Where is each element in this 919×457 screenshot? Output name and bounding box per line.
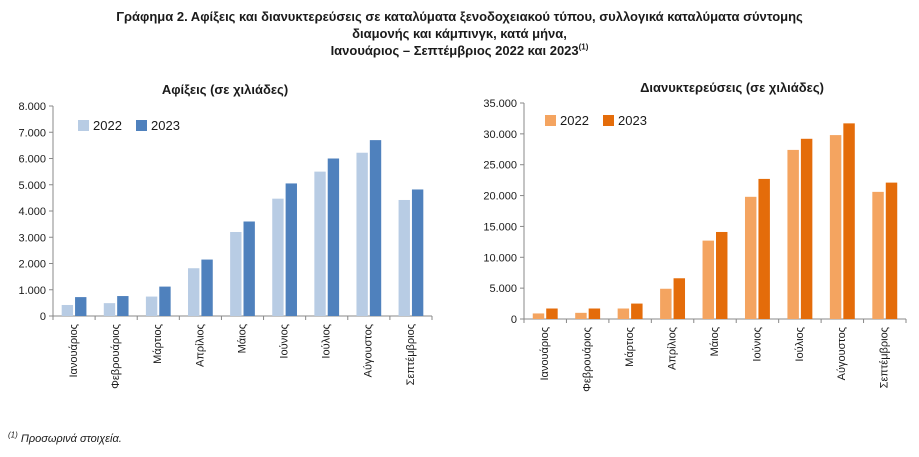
bar-2022 [314,171,326,316]
figure-title-line2: διαμονής και κάμπινγκ, κατά μήνα, [352,26,567,41]
bar-2022 [829,135,842,319]
legend-label: 2023 [151,118,180,133]
x-tick-label: Μάιος [709,327,721,356]
bar-2023 [588,308,601,319]
legend-label: 2023 [618,113,647,128]
bar-2022 [702,240,714,319]
bar-2022 [188,268,200,316]
x-tick-label: Μάρτιος [624,327,636,367]
y-tick-label: 1.000 [18,285,46,297]
bar-2022 [272,198,284,316]
y-tick-label: 6.000 [18,154,46,166]
bar-2022 [744,196,757,319]
bar-2023 [885,182,898,319]
x-tick-label: Σεπτέμβριος [879,327,891,388]
bar-2023 [758,178,770,319]
x-tick-label: Αύγουστος [836,327,848,380]
bar-2023 [546,308,558,319]
bar-2022 [787,149,799,319]
legend-swatch [78,120,89,131]
bar-2022 [575,312,587,319]
bar-2023 [369,140,382,316]
legend-swatch [545,115,556,126]
y-tick-label: 0 [40,311,46,323]
chart-title: Διανυκτερεύσεις (σε χιλιάδες) [640,80,824,95]
x-tick-label: Φεβρουάριος [110,324,122,389]
y-tick-label: 30.000 [483,129,517,141]
bar-2023 [843,123,855,319]
bar-2022 [103,303,116,316]
arrivals-chart-panel: Αφίξεις (σε χιλιάδες) 0 1.000 2.000 3.000 4.0… [0,76,460,421]
bar-2023 [201,259,213,316]
legend-label: 2022 [93,118,122,133]
legend-swatch [136,120,147,131]
y-tick-label: 10.000 [483,252,517,264]
y-tick-label: 0 [511,314,517,326]
x-tick-label: Σεπτέμβριος [405,324,417,385]
bar-2023 [117,296,129,316]
x-tick-label: Μάιος [236,324,248,353]
figure-title-footnote-marker: (1) [578,42,589,52]
bar-2022 [230,232,242,316]
bar-2023 [159,286,171,316]
bar-2023 [673,278,686,319]
bar-2022 [398,199,410,316]
x-tick-label: Απρίλιος [194,324,206,367]
footnote: (1) Προσωρινά στοιχεία. [8,430,122,445]
x-tick-label: Ιανουάριος [68,324,80,378]
bar-2022 [660,288,672,319]
y-tick-label: 5.000 [18,180,46,192]
bar-2023 [631,303,643,319]
x-tick-label: Ιούλιος [321,324,333,359]
x-tick-label: Ιανουάριος [539,327,551,381]
bar-2022 [532,313,545,319]
overnight-stays-chart: Διανυκτερεύσεις (σε χιλιάδες) 0 5.000 10.00… [483,80,907,392]
figure-title-line1: Γράφημα 2. Αφίξεις και διανυκτερεύσεις σ… [116,9,803,24]
x-tick-label: Ιούλιος [794,327,806,362]
bar-2023 [243,221,255,316]
bar-2022 [61,304,74,316]
x-tick-label: Ιούνιος [279,324,291,359]
y-tick-label: 20.000 [483,191,517,203]
overnight-stays-chart-panel: Διανυκτερεύσεις (σε χιλιάδες) 0 5.000 10.00… [460,76,919,421]
figure-title-line3: Ιανουάριος – Σεπτέμβριος 2022 και 2023(1… [0,42,919,59]
y-tick-label: 7.000 [18,127,46,139]
y-tick-label: 8.000 [18,101,46,113]
y-tick-label: 25.000 [483,160,517,172]
x-tick-label: Φεβρουάριος [582,327,594,392]
y-tick-label: 5.000 [489,283,517,295]
y-tick-label: 2.000 [18,259,46,271]
y-tick-label: 35.000 [483,98,517,110]
y-tick-label: 15.000 [483,221,517,233]
legend-swatch [603,115,614,126]
bar-2022 [145,296,158,316]
x-tick-label: Μάρτιος [152,324,164,364]
chart-title: Αφίξεις (σε χιλιάδες) [162,82,288,97]
bar-2023 [800,138,813,319]
bar-2023 [716,231,728,319]
x-tick-label: Ιούνιος [751,327,763,362]
bar-2023 [327,158,340,316]
bar-2022 [872,191,884,319]
x-tick-label: Απρίλιος [666,327,678,370]
bar-2023 [411,189,424,316]
legend-label: 2022 [560,113,589,128]
bar-2022 [356,152,368,316]
bar-2022 [617,308,630,319]
arrivals-chart: Αφίξεις (σε χιλιάδες) 0 1.000 2.000 3.000 4.0… [18,82,433,389]
figure-title: Γράφημα 2. Αφίξεις και διανυκτερεύσεις σ… [0,8,919,59]
bar-2023 [285,183,297,316]
y-tick-label: 4.000 [18,206,46,218]
x-tick-label: Αύγουστος [363,324,375,377]
footnote-marker: (1) [8,430,18,440]
y-tick-label: 3.000 [18,232,46,244]
figure-title-line3-text: Ιανουάριος – Σεπτέμβριος 2022 και 2023 [330,43,579,58]
footnote-text: Προσωρινά στοιχεία. [20,433,122,445]
bar-2023 [75,297,87,316]
